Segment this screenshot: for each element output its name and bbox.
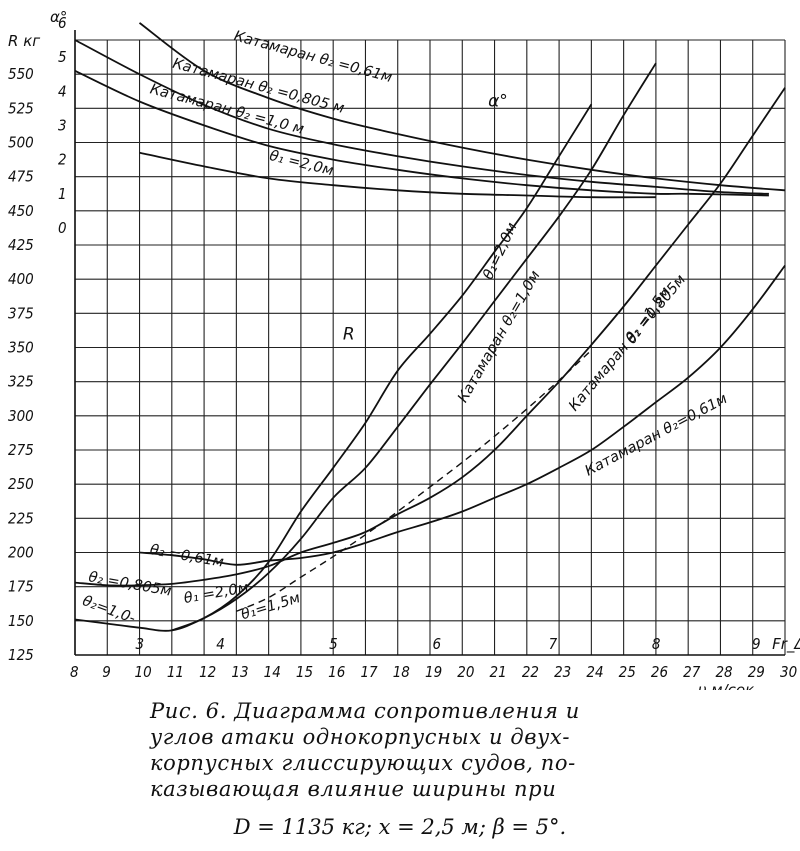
froude-tick-label: 6 [432, 635, 441, 653]
curve-label-left_0805: θ₂ =0,805м [87, 569, 172, 599]
x-axis-title: υ м/сек [698, 681, 754, 690]
froude-tick-label: 5 [329, 635, 338, 653]
y-tick-label-R: 150 [8, 612, 34, 630]
x-tick-label: 13 [231, 663, 248, 681]
chart-grid [74, 39, 786, 656]
x-tick-label: 21 [490, 663, 507, 681]
curve-label-alpha_main: α° [488, 92, 508, 112]
curve-label-res_20: θ₁=2,0м [480, 220, 520, 282]
y-tick-label-alpha: 6 [58, 14, 67, 32]
froude-tick-label: 3 [136, 635, 145, 653]
y-tick-label-alpha: 1 [58, 185, 67, 203]
curve-label-r_main: R [343, 324, 355, 344]
x-tick-label: 9 [102, 663, 111, 681]
y-tick-label-R: 525 [8, 99, 34, 117]
froude-axis-label: Fr_Δ [772, 635, 800, 654]
resistance-attack-angle-chart: 1251501752002252502753003253503754004254… [8, 8, 800, 690]
froude-tick-label: 4 [216, 635, 225, 653]
y-tick-label-R: 125 [8, 646, 34, 664]
curve-label-res_15: θ₁ =1,5м [623, 284, 674, 347]
y-tick-label-R: 250 [8, 475, 34, 493]
figure-caption: Рис. 6. Диаграмма сопротивления и углов … [150, 698, 650, 802]
y-axis-title-alpha: α° [50, 8, 67, 26]
y-tick-label-R: 500 [8, 134, 34, 152]
y-tick-label-alpha: 3 [58, 116, 67, 134]
y-tick-label-R: 400 [8, 270, 34, 288]
x-tick-label: 29 [748, 663, 765, 681]
froude-tick-label: 7 [549, 635, 558, 653]
froude-tick-label: 8 [652, 635, 661, 653]
y-tick-label-R: 200 [8, 544, 34, 562]
y-axis-title-R: R кг [8, 32, 40, 50]
alpha-curve-t2-1-0 [74, 69, 769, 197]
alpha-curve-t2-0-805 [74, 39, 769, 195]
y-tick-label-R: 550 [8, 65, 34, 83]
y-tick-label-alpha: 0 [58, 219, 67, 237]
y-tick-label-R: 475 [8, 168, 34, 186]
x-tick-label: 19 [425, 663, 442, 681]
x-tick-label: 27 [683, 663, 701, 681]
x-tick-label: 8 [70, 663, 79, 681]
x-tick-label: 20 [457, 663, 474, 681]
curve-label-left_061: θ₂ =0,61м [149, 542, 225, 571]
x-tick-label: 28 [715, 663, 732, 681]
y-tick-label-R: 175 [8, 578, 34, 596]
y-tick-label-R: 300 [8, 407, 34, 425]
x-tick-label: 16 [328, 663, 345, 681]
caption-formula: D = 1135 кг; x = 2,5 м; β = 5°. [233, 815, 567, 839]
x-tick-label: 15 [296, 663, 313, 681]
y-tick-label-R: 450 [8, 202, 34, 220]
chart-curves [74, 22, 786, 632]
x-tick-label: 26 [651, 663, 668, 681]
chart-axes: 1251501752002252502753003253503754004254… [8, 8, 800, 690]
x-tick-label: 23 [554, 663, 571, 681]
y-tick-label-R: 325 [8, 373, 34, 391]
x-tick-label: 10 [135, 663, 152, 681]
resistance-curve-t1-1-5 [236, 349, 592, 612]
x-tick-label: 17 [360, 663, 378, 681]
x-tick-label: 18 [393, 663, 410, 681]
alpha-curve-t2-0-61 [138, 22, 786, 192]
x-tick-label: 25 [619, 663, 636, 681]
y-tick-label-R: 425 [8, 236, 34, 254]
resistance-curve-t2-1-0 [74, 62, 657, 632]
resistance-curve-t1-2-0 [171, 103, 593, 632]
y-tick-label-R: 225 [8, 509, 34, 527]
curve-label-left_20: θ₁ =2,0м [183, 580, 250, 607]
x-tick-label: 22 [522, 663, 539, 681]
x-tick-label: 24 [586, 663, 603, 681]
alpha-curve-t1-2-0 [139, 151, 656, 199]
x-tick-label: 11 [167, 663, 184, 681]
froude-tick-label: 9 [752, 635, 761, 653]
caption-line-2: углов атаки однокорпусных и двух- [150, 725, 571, 749]
y-tick-label-alpha: 5 [58, 48, 67, 66]
y-tick-label-R: 350 [8, 339, 34, 357]
caption-line-4: казывающая влияние ширины при [150, 777, 557, 801]
y-tick-label-alpha: 4 [58, 82, 67, 100]
x-tick-label: 12 [199, 663, 216, 681]
x-tick-label: 30 [780, 663, 797, 681]
caption-line-1: Рис. 6. Диаграмма сопротивления и [150, 699, 580, 723]
caption-line-3: корпусных глиссирующих судов, по- [150, 751, 576, 775]
y-tick-label-alpha: 2 [58, 151, 67, 169]
y-tick-label-R: 275 [8, 441, 34, 459]
resistance-curve-t2-0-61 [139, 264, 786, 566]
y-tick-label-R: 375 [8, 304, 34, 322]
x-tick-label: 14 [264, 663, 281, 681]
resistance-curve-t2-0-805 [74, 87, 786, 587]
